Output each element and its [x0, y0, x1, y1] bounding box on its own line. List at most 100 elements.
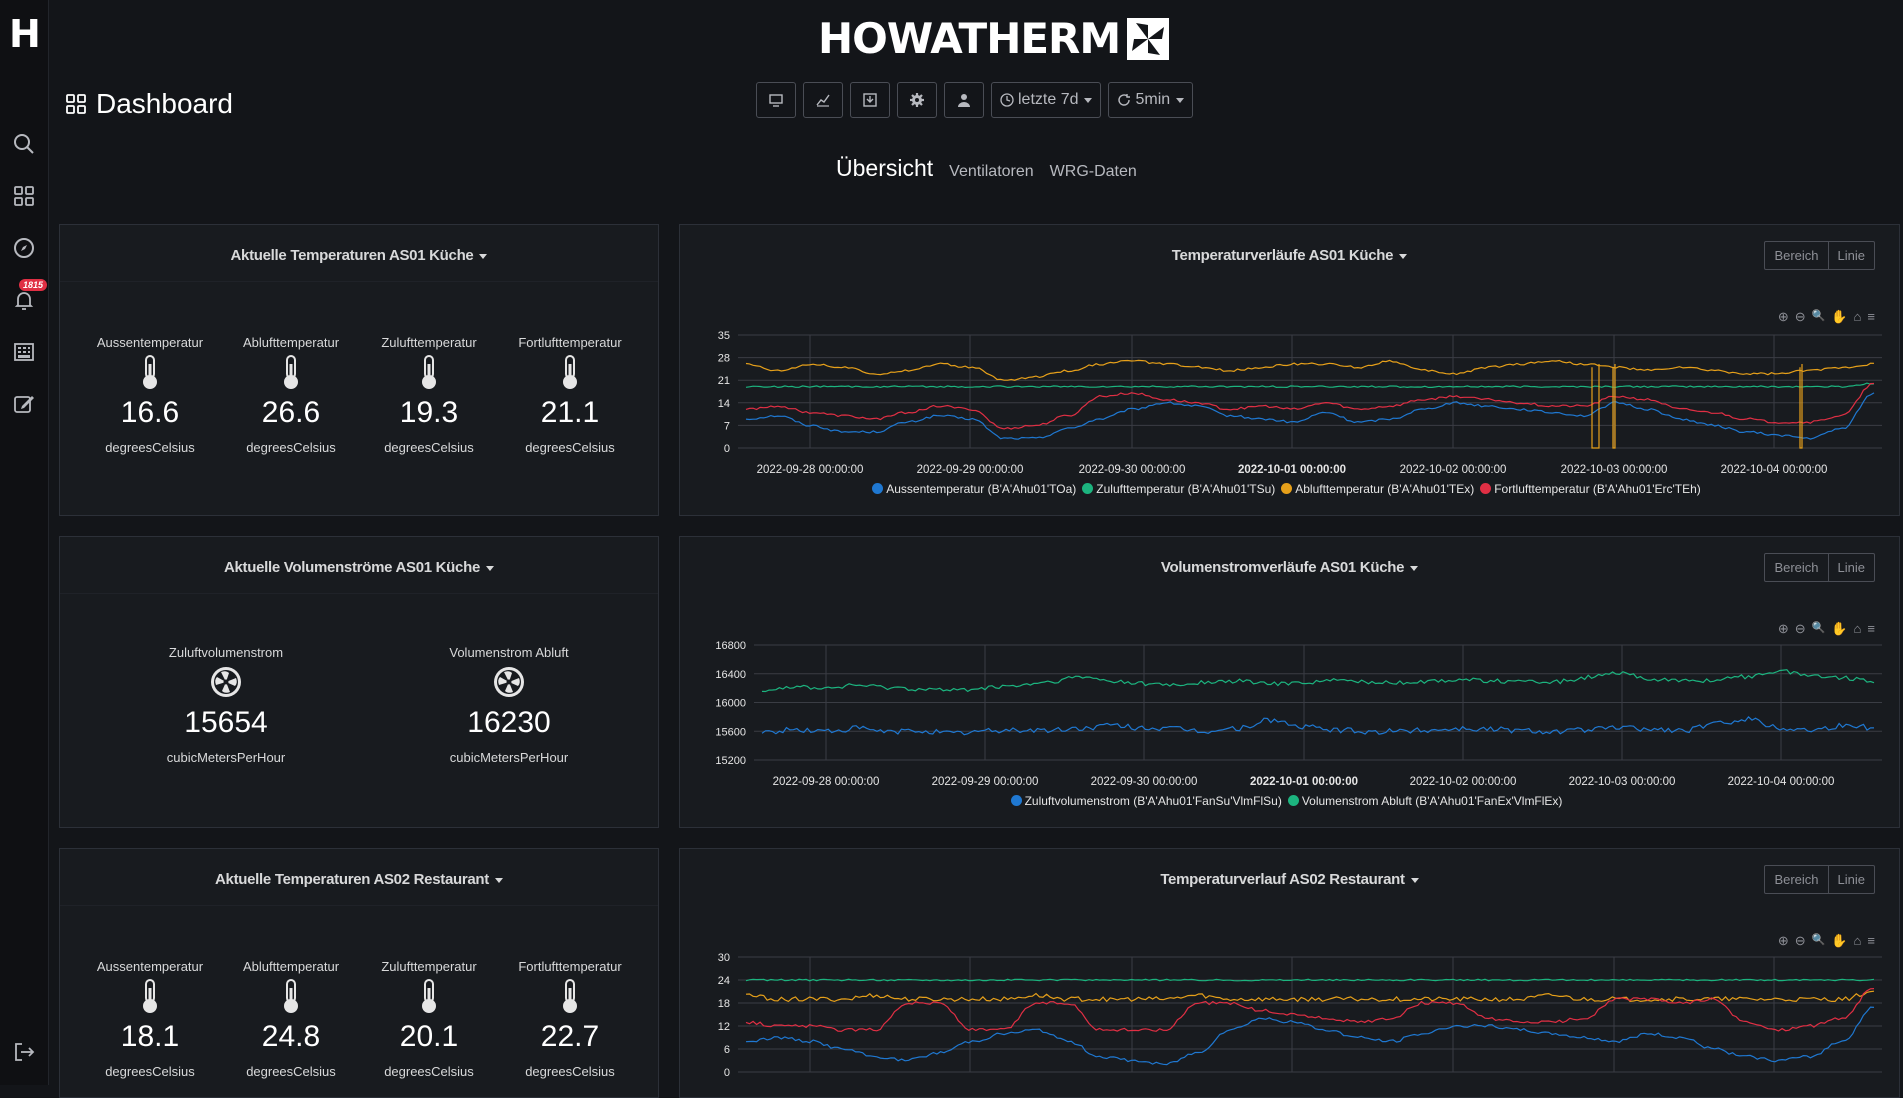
stat-zulufttemperatur: Zulufttemperatur 20.1 degreesCelsius [359, 959, 499, 1079]
stat-zuluftvolumenstrom: Zuluftvolumenstrom 15654 cubicMetersPerH… [146, 645, 306, 765]
legend-item[interactable]: Zulufttemperatur (B'A'Ahu01'TSu) [1082, 482, 1275, 496]
series-line [745, 990, 1875, 1003]
mode-linie-button[interactable]: Linie [1827, 866, 1874, 893]
legend-marker [1281, 483, 1293, 494]
legend-item[interactable]: Ablufttemperatur (B'A'Ahu01'TEx) [1281, 482, 1474, 496]
pan-hand-icon[interactable]: ✋ [1831, 621, 1848, 636]
time-range-picker[interactable]: letzte 7d [991, 82, 1102, 118]
panel-title[interactable]: Temperaturverlauf AS02 Restaurant [680, 871, 1899, 888]
zoom-in-icon[interactable]: ⊕ [1777, 309, 1789, 324]
fan-icon [429, 660, 589, 704]
user-button[interactable] [944, 82, 984, 118]
reset-home-icon[interactable]: ⌂ [1853, 309, 1862, 324]
y-tick-label: 16400 [715, 669, 746, 681]
tab-wrg-daten[interactable]: WRG-Daten [1049, 163, 1137, 180]
zoom-select-icon[interactable]: 🔍 [1811, 310, 1826, 322]
pan-hand-icon[interactable]: ✋ [1831, 933, 1848, 948]
panel-divider [60, 593, 658, 594]
zoom-out-icon[interactable]: ⊖ [1794, 309, 1806, 324]
mode-bereich-button[interactable]: Bereich [1774, 248, 1819, 263]
zoom-out-icon[interactable]: ⊖ [1794, 933, 1806, 948]
stat-label: Zuluftvolumenstrom [168, 645, 284, 660]
stat-fortlufttemperatur: Fortlufttemperatur 22.7 degreesCelsius [500, 959, 640, 1079]
tv-mode-button[interactable] [756, 82, 796, 118]
refresh-picker[interactable]: 5min [1108, 82, 1194, 118]
zoom-in-icon[interactable]: ⊕ [1777, 933, 1789, 948]
stat-ablufttemperatur: Ablufttemperatur 24.8 degreesCelsius [221, 959, 361, 1079]
chevron-down-icon [1399, 253, 1408, 259]
tab-uebersicht[interactable]: Übersicht [836, 155, 934, 181]
x-tick-label: 2022-10-01 00:00:00 [1238, 464, 1346, 476]
chevron-down-icon [486, 565, 494, 571]
explore-compass-icon[interactable] [10, 234, 38, 262]
menu-icon[interactable]: ≡ [1867, 933, 1875, 948]
alerting-bell-icon[interactable] [10, 286, 38, 314]
brand-logo: HOWATHERM [818, 14, 1170, 63]
series-line [761, 716, 1874, 736]
stat-unit: degreesCelsius [246, 1064, 336, 1079]
sign-out-icon[interactable] [10, 1038, 38, 1066]
zoom-out-icon[interactable]: ⊖ [1794, 621, 1806, 636]
zoom-select-icon[interactable]: 🔍 [1811, 934, 1826, 946]
pan-hand-icon[interactable]: ✋ [1831, 309, 1848, 324]
reset-home-icon[interactable]: ⌂ [1853, 621, 1862, 636]
save-dashboard-button[interactable] [850, 82, 890, 118]
sidebar: H 1815 [0, 0, 49, 1085]
stat-value: 24.8 [261, 1020, 321, 1053]
legend-item[interactable]: Aussentemperatur (B'A'Ahu01'TOa) [872, 482, 1076, 496]
dashboards-icon[interactable] [10, 182, 38, 210]
search-icon[interactable] [10, 130, 38, 158]
building-icon[interactable] [10, 338, 38, 366]
mode-bereich-button[interactable]: Bereich [1774, 872, 1819, 887]
add-panel-button[interactable] [803, 82, 843, 118]
legend-label: Zulufttemperatur (B'A'Ahu01'TSu) [1096, 482, 1276, 496]
y-tick-label: 15600 [715, 726, 746, 738]
app-logo[interactable]: H [9, 12, 41, 56]
stat-label: Fortlufttemperatur [518, 959, 622, 974]
edit-icon[interactable] [10, 390, 38, 418]
zoom-select-icon[interactable]: 🔍 [1811, 622, 1826, 634]
mode-bereich-button[interactable]: Bereich [1774, 560, 1819, 575]
monitor-icon [769, 94, 783, 107]
stat-value: 26.6 [261, 396, 321, 429]
dashboard-tabs: Übersicht Ventilatoren WRG-Daten [836, 155, 1137, 182]
tab-ventilatoren[interactable]: Ventilatoren [949, 163, 1034, 180]
stat-value: 16230 [467, 706, 551, 739]
thermometer-icon [80, 974, 220, 1018]
mode-linie-button[interactable]: Linie [1827, 554, 1874, 581]
y-tick-label: 16000 [715, 698, 746, 710]
chart-legend: Zuluftvolumenstrom (B'A'Ahu01'FanSu'VlmF… [680, 794, 1899, 808]
panel-title[interactable]: Volumenstromverläufe AS01 Küche [680, 559, 1899, 576]
fan-icon [146, 660, 306, 704]
legend-marker [1082, 483, 1094, 494]
stat-fortlufttemperatur: Fortlufttemperatur 21.1 degreesCelsius [500, 335, 640, 455]
line-chart: 0 7 14 21 28 35 2022-09-28 00:00:00 2022-09-29 … [718, 330, 1882, 476]
thermometer-icon [500, 974, 640, 1018]
panel-title[interactable]: Aktuelle Volumenströme AS01 Küche [60, 559, 658, 576]
x-tick-label: 2022-09-28 00:00:00 [757, 464, 864, 476]
panel-title[interactable]: Temperaturverläufe AS01 Küche [680, 247, 1899, 264]
panel-temp-as01: Aktuelle Temperaturen AS01 Küche Aussent… [59, 224, 659, 516]
legend-item[interactable]: Volumenstrom Abluft (B'A'Ahu01'FanEx'Vlm… [1287, 794, 1562, 808]
x-tick-label: 2022-09-29 00:00:00 [917, 464, 1024, 476]
chart-legend: Aussentemperatur (B'A'Ahu01'TOa) Zuluftte… [680, 482, 1899, 496]
settings-button[interactable] [897, 82, 937, 118]
x-tick-label: 2022-10-02 00:00:00 [1410, 776, 1517, 788]
series-dropout [1612, 364, 1616, 449]
mode-linie-button[interactable]: Linie [1827, 242, 1874, 269]
legend-marker [872, 483, 884, 494]
x-tick-label: 2022-09-30 00:00:00 [1079, 464, 1186, 476]
panel-title[interactable]: Aktuelle Temperaturen AS01 Küche [60, 247, 658, 264]
series-line [761, 669, 1875, 693]
panel-divider [60, 281, 658, 282]
y-tick-label: 7 [724, 420, 730, 432]
menu-icon[interactable]: ≡ [1867, 621, 1875, 636]
reset-home-icon[interactable]: ⌂ [1853, 933, 1862, 948]
zoom-in-icon[interactable]: ⊕ [1777, 621, 1789, 636]
menu-icon[interactable]: ≡ [1867, 309, 1875, 324]
legend-item[interactable]: Fortlufttemperatur (B'A'Ahu01'Erc'TEh) [1480, 482, 1701, 496]
panel-title[interactable]: Aktuelle Temperaturen AS02 Restaurant [60, 871, 658, 888]
legend-item[interactable]: Zuluftvolumenstrom (B'A'Ahu01'FanSu'VlmF… [1010, 794, 1282, 808]
stat-label: Ablufttemperatur [242, 335, 340, 350]
series-line [745, 978, 1875, 982]
